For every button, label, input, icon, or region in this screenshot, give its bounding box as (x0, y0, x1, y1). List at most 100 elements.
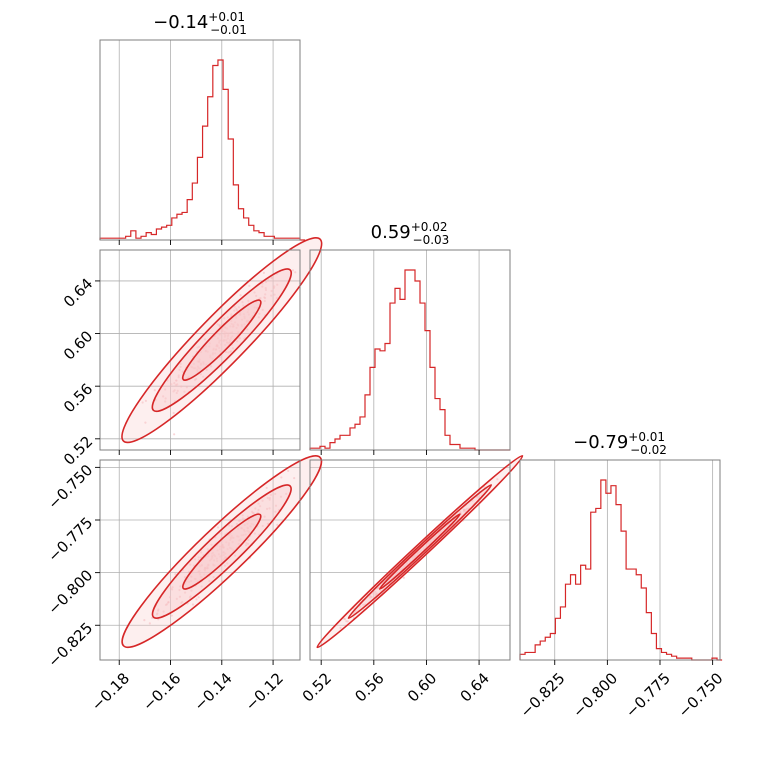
sample-point (459, 510, 462, 514)
sample-point (264, 293, 267, 296)
sample-point (402, 576, 405, 579)
sample-point (216, 526, 220, 529)
title-error-minus: −0.03 (413, 233, 450, 247)
sample-point (156, 609, 160, 612)
sample-point (268, 496, 271, 500)
title-value: 0.59 (371, 222, 411, 243)
sample-point (263, 515, 266, 518)
sample-point (237, 519, 241, 523)
sample-point (294, 271, 297, 274)
sample-point (261, 499, 264, 502)
sample-point (293, 477, 296, 480)
sample-point (257, 502, 260, 505)
sample-point (272, 286, 276, 290)
sample-point (153, 389, 156, 392)
sample-point (202, 375, 205, 378)
sample-point (233, 309, 236, 312)
sample-point (343, 617, 346, 620)
sample-point (261, 285, 264, 288)
sample-point (209, 365, 213, 368)
x-tick-label: 0.64 (457, 669, 493, 705)
sample-point (238, 337, 241, 340)
sample-point (187, 570, 191, 573)
sample-point (216, 323, 219, 326)
sample-point (196, 346, 199, 349)
sample-point (374, 592, 378, 596)
sample-point (220, 532, 223, 535)
sample-point (276, 283, 279, 286)
sample-point (212, 576, 215, 579)
sample-point (465, 507, 468, 510)
sample-point (246, 515, 249, 518)
sample-point (246, 328, 249, 331)
hist-frame-2 (309, 249, 511, 451)
sample-point (253, 532, 256, 535)
sample-point (264, 288, 268, 292)
sample-point (274, 504, 278, 507)
sample-point (164, 397, 167, 400)
sample-point (280, 476, 283, 479)
sample-point (183, 390, 186, 393)
sample-point (177, 376, 180, 379)
sample-point (227, 351, 230, 354)
sample-point (164, 388, 167, 391)
sample-point (241, 517, 244, 520)
grid-layer (100, 40, 714, 660)
sample-point (185, 386, 188, 389)
sample-point (273, 293, 276, 296)
sample-point (245, 541, 248, 545)
sample-point (206, 548, 209, 551)
sample-point (180, 385, 183, 388)
sample-point (197, 596, 200, 599)
sample-point (164, 400, 167, 403)
sample-point (462, 508, 466, 512)
sample-point (172, 411, 175, 415)
sample-point (199, 556, 203, 559)
sample-point (268, 498, 271, 501)
sample-point (229, 349, 233, 353)
sample-point (177, 374, 180, 377)
sample-point (265, 486, 268, 490)
contours-layer (121, 237, 524, 649)
frames-layer (99, 39, 721, 661)
x-tick-label: −0.750 (675, 669, 727, 721)
sample-point (246, 542, 250, 545)
sample-point (496, 478, 499, 481)
sample-point (377, 586, 380, 590)
sample-point (194, 558, 197, 561)
sample-point (339, 626, 342, 629)
sample-point (220, 580, 224, 583)
y-tick-label: 0.60 (60, 327, 96, 363)
sample-point (229, 350, 232, 353)
sample-point (285, 492, 288, 496)
sample-point (464, 509, 467, 512)
histograms-layer (99, 59, 723, 661)
sample-point (372, 592, 375, 595)
sample-point (259, 297, 262, 300)
sample-point (258, 297, 261, 300)
hist-frame-1 (99, 39, 301, 241)
param-title-2: 0.59+0.02 −0.03 (371, 220, 450, 247)
histogram-2 (309, 269, 510, 451)
sample-point (173, 389, 176, 392)
sample-point (247, 538, 250, 542)
x-tick-label: 0.56 (351, 669, 387, 705)
sample-point (369, 594, 372, 597)
y-tick-label: −0.825 (44, 619, 96, 671)
sample-point (270, 294, 273, 297)
param-title-1: −0.14+0.01 −0.01 (153, 10, 247, 37)
sample-point (263, 296, 267, 300)
sample-point (197, 345, 201, 348)
sample-point (199, 373, 202, 376)
sample-point (231, 347, 235, 350)
x-tick-label: −0.18 (88, 669, 133, 714)
x-tick-label: −0.12 (242, 669, 287, 714)
sample-point (370, 595, 373, 599)
title-error-minus: −0.01 (210, 23, 247, 37)
sample-point (189, 563, 192, 566)
y-tick-label: 0.52 (60, 432, 96, 468)
sample-point (165, 603, 169, 606)
sample-point (259, 505, 262, 508)
sample-point (257, 316, 260, 319)
sample-point (178, 368, 181, 371)
